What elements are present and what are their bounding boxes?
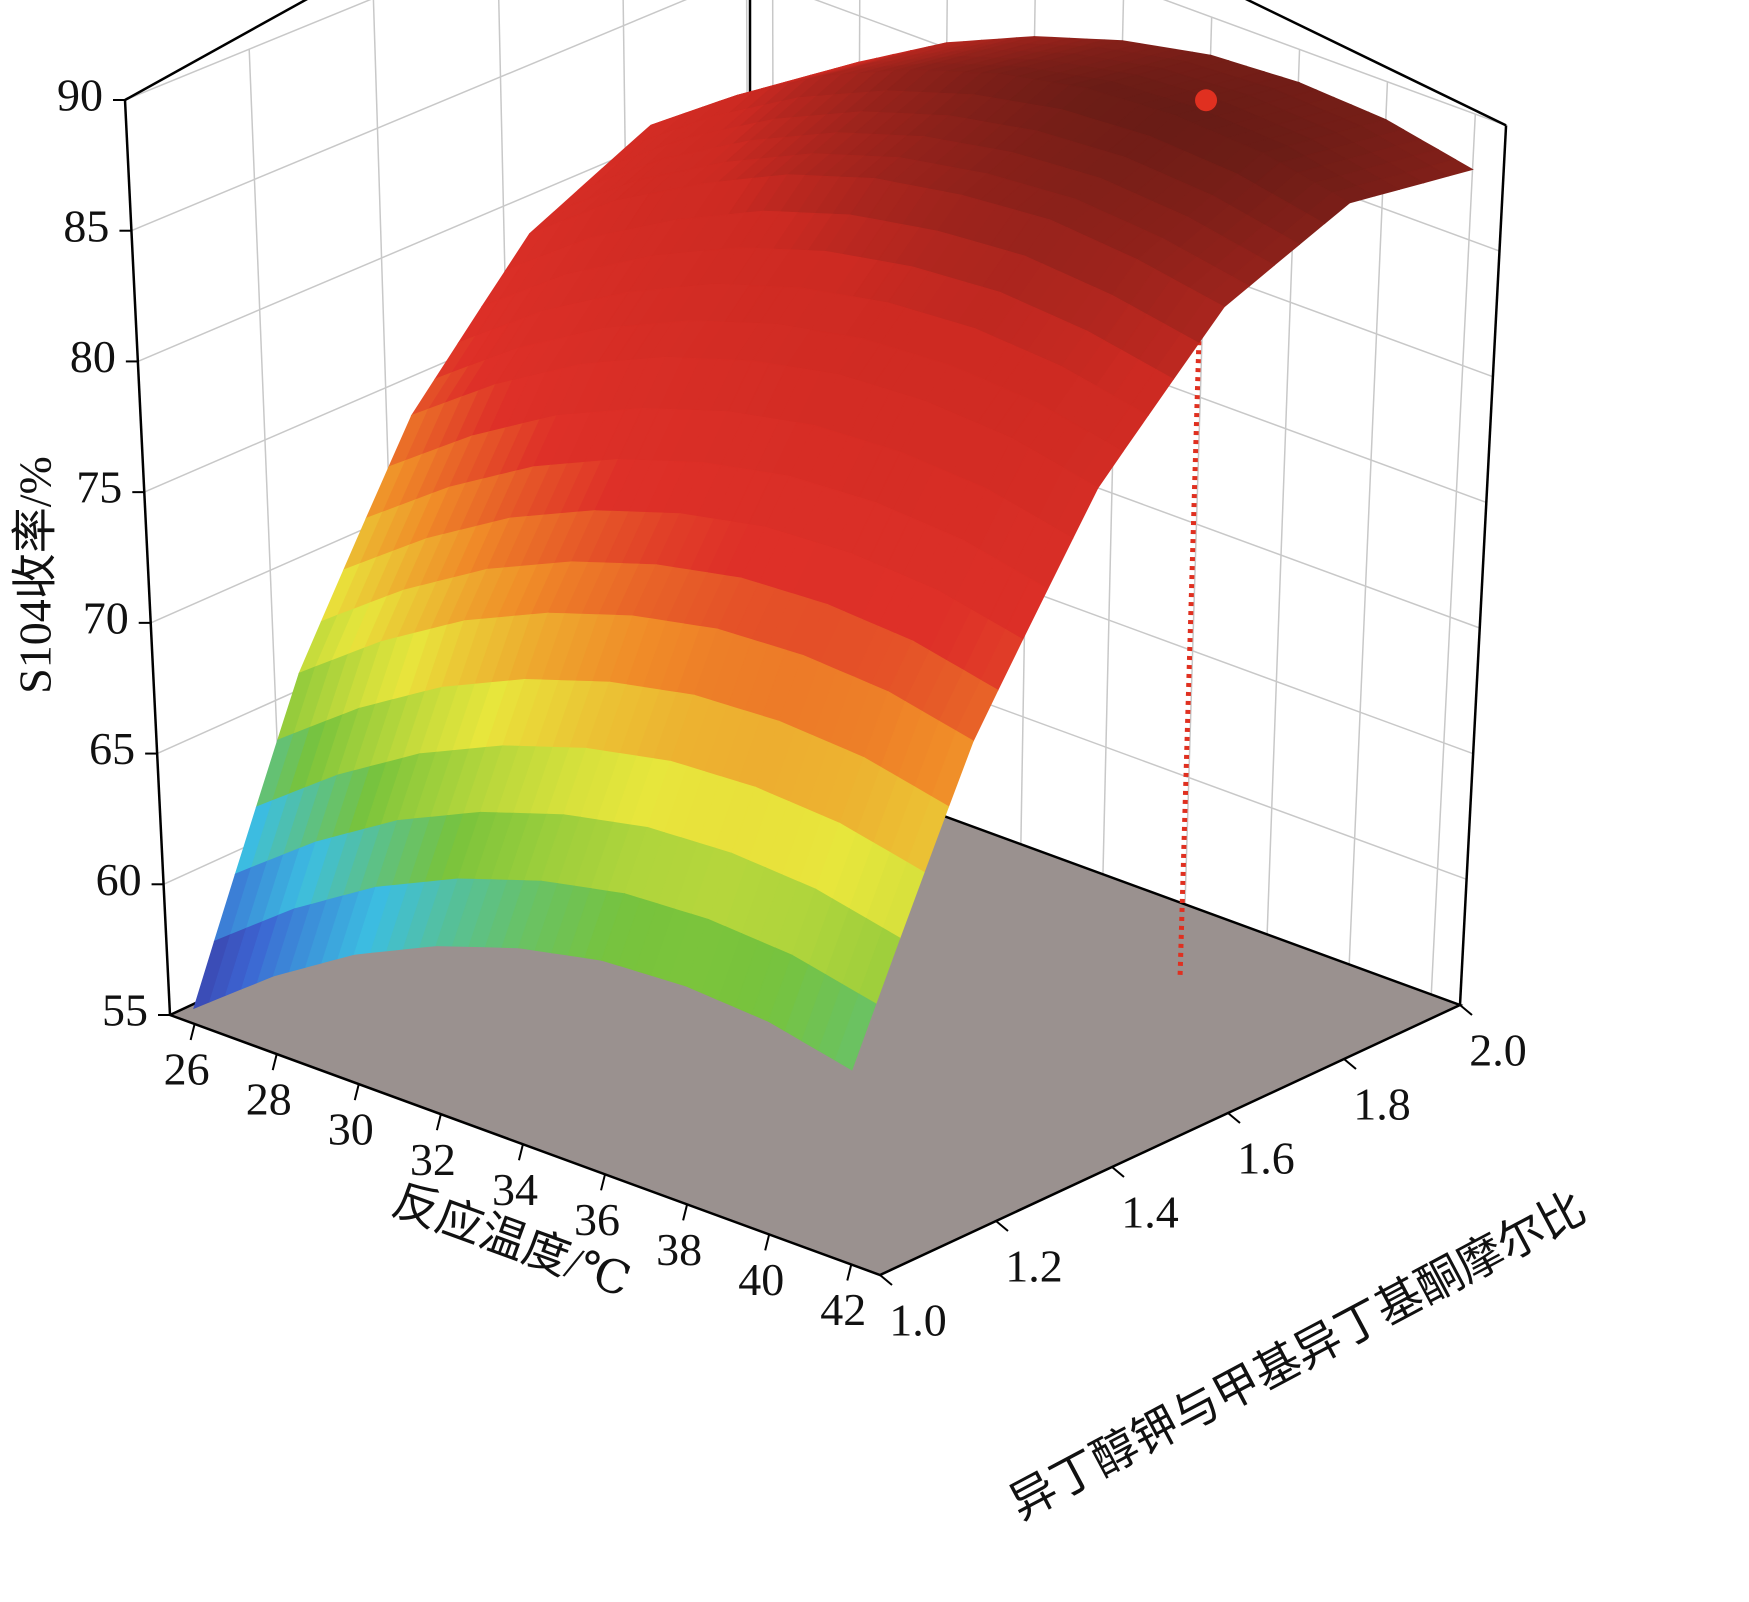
z-tick-label: 55 xyxy=(102,985,148,1036)
grid-line xyxy=(1348,81,1389,965)
y-tick-label: 1.2 xyxy=(1005,1241,1063,1292)
optimum-point xyxy=(1195,89,1218,112)
x-tick-label: 30 xyxy=(328,1104,374,1155)
x-tick-label: 38 xyxy=(656,1224,702,1275)
tick-mark xyxy=(600,1174,606,1191)
y-tick-label: 1.8 xyxy=(1353,1079,1411,1130)
tick-mark xyxy=(1227,1112,1241,1124)
tick-mark xyxy=(879,1274,893,1286)
z-tick-label: 80 xyxy=(70,331,116,382)
y-tick-label: 1.6 xyxy=(1237,1133,1295,1184)
y-axis-title: 异丁醇钾与甲基异丁基酮摩尔比 xyxy=(1001,1182,1594,1529)
y-tick-label: 2.0 xyxy=(1469,1025,1527,1076)
x-tick-label: 32 xyxy=(410,1134,456,1185)
x-tick-label: 40 xyxy=(738,1254,784,1305)
tick-mark xyxy=(1459,1004,1473,1016)
z-axis-title: S104收率/% xyxy=(10,456,61,694)
tick-mark xyxy=(1343,1058,1357,1070)
axis-line xyxy=(1458,125,1508,1006)
y-tick-label: 1.4 xyxy=(1121,1187,1179,1238)
z-tick-label: 90 xyxy=(57,70,103,121)
tick-mark xyxy=(1111,1166,1125,1178)
tick-mark xyxy=(189,1023,196,1041)
x-tick-label: 36 xyxy=(574,1194,620,1245)
grid-line xyxy=(1430,114,1477,995)
x-tick-label: 42 xyxy=(820,1284,866,1335)
axis-line xyxy=(123,99,172,1016)
x-tick-label: 34 xyxy=(492,1164,538,1215)
z-tick-label: 85 xyxy=(63,200,109,251)
tick-mark xyxy=(435,1113,442,1131)
z-tick-label: 65 xyxy=(89,723,135,774)
tick-mark xyxy=(995,1220,1009,1232)
y-tick-label: 1.0 xyxy=(889,1295,947,1346)
axis-line xyxy=(1244,0,1507,127)
grid-line xyxy=(124,0,1507,127)
tick-mark xyxy=(764,1234,771,1251)
tick-mark xyxy=(682,1204,689,1221)
axis-line xyxy=(124,0,308,102)
x-tick-label: 26 xyxy=(164,1044,210,1095)
tick-mark xyxy=(353,1083,360,1101)
z-tick-label: 75 xyxy=(76,462,122,513)
tick-mark xyxy=(271,1053,278,1071)
z-tick-label: 70 xyxy=(83,592,129,643)
tick-mark xyxy=(846,1264,853,1281)
surface-patch xyxy=(834,993,877,1071)
z-tick-label: 60 xyxy=(96,854,142,905)
x-tick-label: 28 xyxy=(246,1074,292,1125)
tick-mark xyxy=(517,1144,524,1161)
surface xyxy=(193,36,1474,1071)
